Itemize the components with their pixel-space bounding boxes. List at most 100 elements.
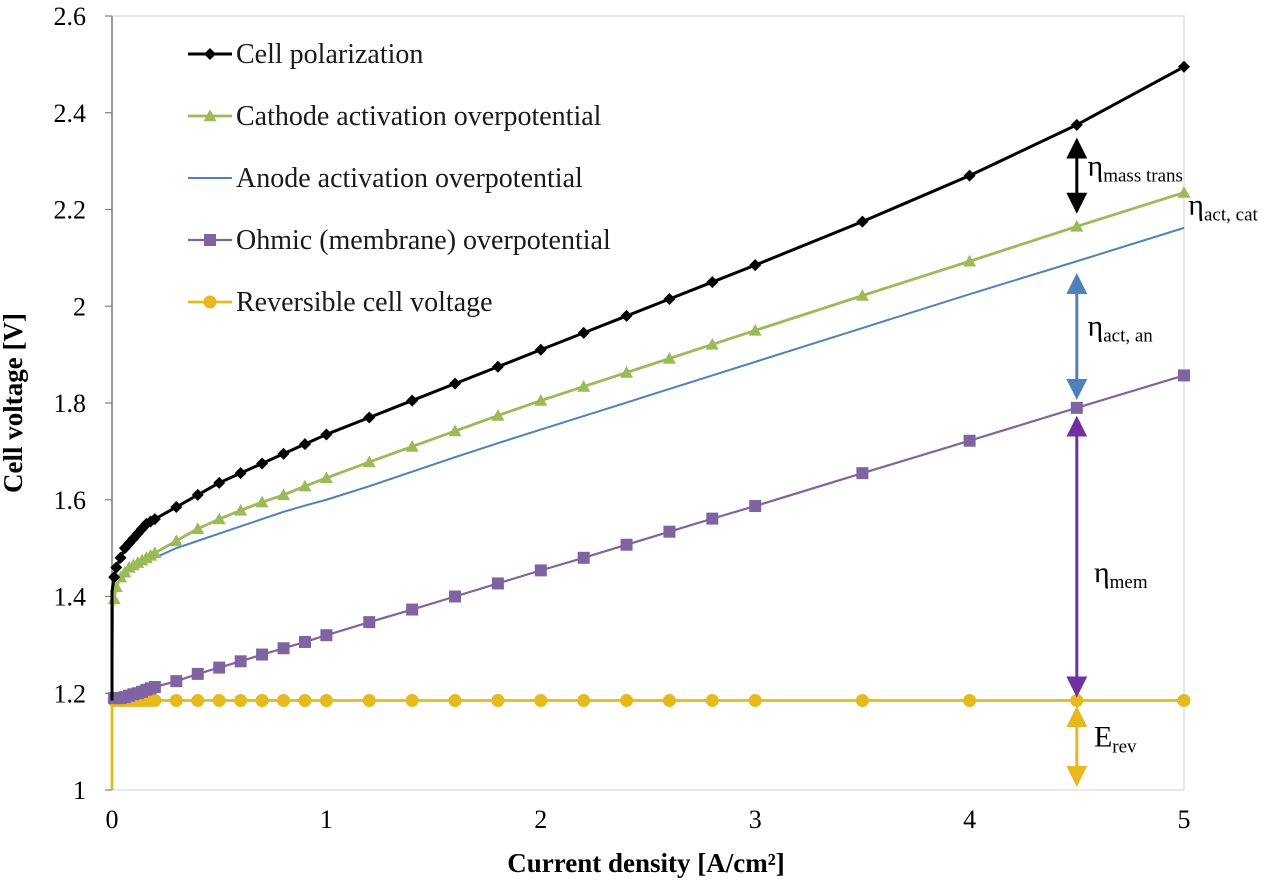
series-cell-polarization — [108, 60, 1190, 701]
data-point — [448, 424, 462, 437]
data-point — [449, 377, 462, 390]
data-point — [491, 409, 505, 421]
data-point — [191, 694, 205, 708]
x-tick-label: 0 — [106, 805, 119, 834]
legend-swatch-marker — [204, 234, 216, 246]
data-point — [148, 694, 162, 708]
data-point — [534, 394, 548, 406]
plot-frame — [111, 15, 1185, 791]
annotation-label: ηact, an — [1088, 309, 1154, 346]
data-point — [534, 564, 547, 577]
data-point — [577, 694, 591, 708]
y-tick-label: 1.2 — [54, 679, 87, 708]
data-point — [856, 215, 869, 228]
legend-entry: Anode activation overpotential — [188, 163, 583, 194]
legend-label: Cathode activation overpotential — [236, 101, 602, 132]
annotation-label: ηmem — [1094, 556, 1148, 593]
x-axis-ticks: 0 1 2 3 4 5 — [106, 805, 1191, 834]
x-tick-label: 4 — [963, 805, 976, 834]
data-point — [705, 337, 719, 350]
data-point — [405, 440, 419, 452]
data-point — [114, 551, 127, 564]
data-point — [191, 488, 204, 501]
data-point — [256, 648, 269, 661]
data-point — [705, 694, 719, 708]
data-point — [1070, 401, 1083, 414]
legend-swatch-marker — [203, 295, 217, 309]
x-tick-label: 5 — [1178, 805, 1191, 834]
data-point — [298, 635, 311, 648]
data-point — [298, 438, 311, 451]
y-tick-label: 2.4 — [54, 99, 87, 128]
data-point — [662, 351, 676, 364]
legend-label: Anode activation overpotential — [236, 163, 583, 194]
data-point — [213, 476, 226, 489]
data-point — [170, 675, 183, 688]
data-point — [855, 694, 869, 708]
legend-entry: Ohmic (membrane) overpotential — [188, 225, 611, 256]
data-point — [255, 495, 269, 508]
series-cathode-activation-overpotential — [107, 186, 1191, 701]
data-point — [577, 551, 590, 564]
data-point — [277, 447, 290, 460]
data-point — [963, 169, 976, 182]
legend-entry: Cathode activation overpotential — [188, 101, 602, 132]
legend-swatch-marker — [203, 109, 217, 122]
annotation-rev: Erev — [1066, 705, 1137, 787]
data-point — [855, 289, 869, 301]
data-point — [362, 694, 376, 708]
data-point — [449, 590, 462, 603]
data-point — [234, 694, 248, 708]
data-point — [107, 592, 121, 605]
y-tick-label: 1.4 — [54, 583, 87, 612]
data-point — [148, 546, 162, 559]
data-point — [405, 694, 419, 708]
data-point — [148, 680, 161, 693]
data-point — [277, 642, 290, 655]
data-point — [406, 394, 419, 407]
annotation-act-an: ηact, an — [1066, 273, 1154, 400]
data-point — [1178, 60, 1190, 73]
data-point — [191, 667, 204, 680]
x-axis-label: Current density [A/cm²] — [507, 848, 785, 878]
x-tick-label: 3 — [749, 805, 762, 834]
legend-label: Reversible cell voltage — [236, 287, 493, 318]
series-line — [110, 191, 1185, 701]
y-tick-label: 2 — [73, 292, 86, 321]
data-point — [620, 694, 634, 708]
data-point — [534, 694, 548, 708]
data-point — [319, 694, 333, 708]
data-point — [749, 259, 762, 272]
data-point — [170, 501, 183, 514]
data-point — [148, 513, 161, 526]
data-point — [856, 467, 869, 480]
data-point — [448, 694, 462, 708]
y-tick-label: 1.6 — [54, 486, 87, 515]
data-point — [298, 694, 312, 708]
data-point — [277, 694, 291, 708]
data-point — [663, 292, 676, 305]
data-point — [256, 457, 269, 470]
plot-border — [111, 15, 1185, 791]
legend-swatch-marker — [204, 48, 216, 60]
y-tick-label: 2.2 — [54, 196, 87, 225]
annotation-label: Erev — [1094, 720, 1137, 757]
data-point — [169, 534, 183, 547]
legend: Cell polarization Cathode activation over… — [188, 39, 611, 318]
data-point — [748, 694, 762, 708]
annotation-label: ηact, cat — [1188, 188, 1258, 225]
series-line — [110, 699, 1184, 790]
y-tick-label: 2.6 — [54, 2, 87, 31]
series-line — [110, 65, 1185, 701]
data-point — [363, 411, 376, 424]
data-point — [963, 434, 976, 447]
data-point — [1070, 118, 1083, 131]
data-point — [212, 512, 226, 525]
series-ohmic-membrane-overpotential — [108, 369, 1190, 705]
legend-entry: Reversible cell voltage — [188, 287, 493, 318]
annotation-label: ηmass trans — [1088, 150, 1183, 187]
data-point — [534, 343, 547, 356]
data-point — [362, 455, 376, 468]
data-point — [320, 428, 333, 441]
